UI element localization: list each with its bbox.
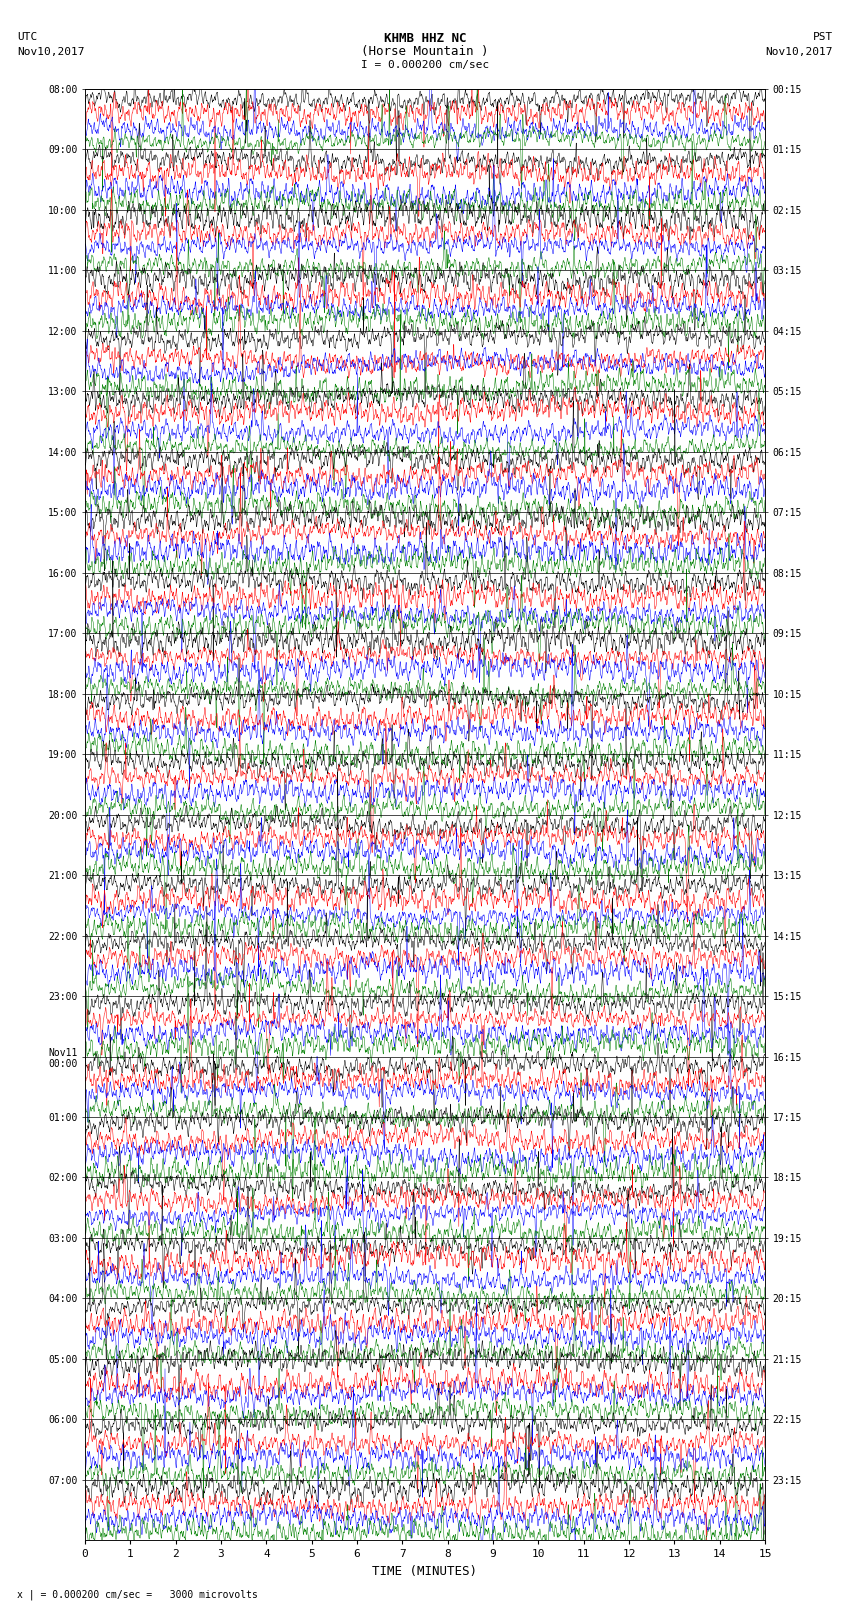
Text: (Horse Mountain ): (Horse Mountain ) — [361, 45, 489, 58]
Text: I = 0.000200 cm/sec: I = 0.000200 cm/sec — [361, 60, 489, 69]
Text: KHMB HHZ NC: KHMB HHZ NC — [383, 32, 467, 45]
Text: PST: PST — [813, 32, 833, 42]
Text: Nov10,2017: Nov10,2017 — [766, 47, 833, 56]
Text: x | = 0.000200 cm/sec =   3000 microvolts: x | = 0.000200 cm/sec = 3000 microvolts — [17, 1589, 258, 1600]
Text: UTC: UTC — [17, 32, 37, 42]
Text: Nov10,2017: Nov10,2017 — [17, 47, 84, 56]
X-axis label: TIME (MINUTES): TIME (MINUTES) — [372, 1565, 478, 1578]
